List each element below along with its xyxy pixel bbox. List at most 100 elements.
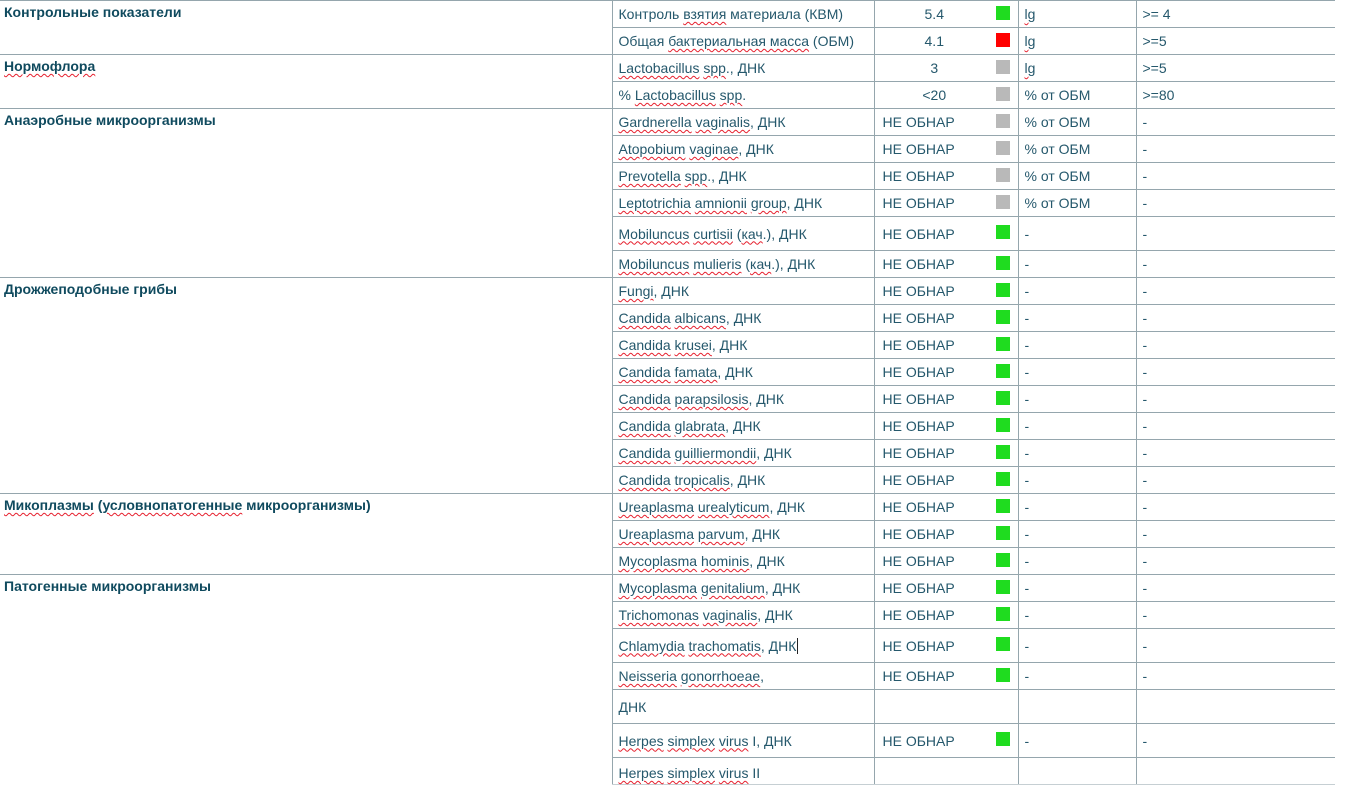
unit: % от ОБМ bbox=[1018, 190, 1136, 217]
status-indicator bbox=[994, 413, 1018, 440]
test-name: Candida guilliermondii, ДНК bbox=[612, 440, 874, 467]
reference-range: - bbox=[1136, 278, 1335, 305]
status-indicator bbox=[994, 440, 1018, 467]
unit: - bbox=[1018, 548, 1136, 575]
test-value: НЕ ОБНАР bbox=[874, 629, 994, 663]
unit: - bbox=[1018, 217, 1136, 251]
test-value: НЕ ОБНАР bbox=[874, 467, 994, 494]
unit: - bbox=[1018, 467, 1136, 494]
unit: - bbox=[1018, 413, 1136, 440]
test-value: НЕ ОБНАР bbox=[874, 386, 994, 413]
test-name: Ureaplasma parvum, ДНК bbox=[612, 521, 874, 548]
test-name: Candida krusei, ДНК bbox=[612, 332, 874, 359]
reference-range: - bbox=[1136, 413, 1335, 440]
group-header: Патогенные микроорганизмы bbox=[0, 575, 612, 785]
test-value: НЕ ОБНАР bbox=[874, 413, 994, 440]
reference-range: - bbox=[1136, 521, 1335, 548]
test-name: Herpes simplex virus I, ДНК bbox=[612, 724, 874, 758]
reference-range: - bbox=[1136, 467, 1335, 494]
unit: - bbox=[1018, 359, 1136, 386]
test-value: НЕ ОБНАР bbox=[874, 494, 994, 521]
reference-range: - bbox=[1136, 724, 1335, 758]
unit: lg bbox=[1018, 28, 1136, 55]
unit: - bbox=[1018, 663, 1136, 690]
unit: - bbox=[1018, 278, 1136, 305]
test-name: Atopobium vaginae, ДНК bbox=[612, 136, 874, 163]
unit: - bbox=[1018, 575, 1136, 602]
reference-range: - bbox=[1136, 386, 1335, 413]
test-value: НЕ ОБНАР bbox=[874, 217, 994, 251]
reference-range: - bbox=[1136, 109, 1335, 136]
unit: - bbox=[1018, 251, 1136, 278]
test-name: Mycoplasma hominis, ДНК bbox=[612, 548, 874, 575]
test-value: НЕ ОБНАР bbox=[874, 163, 994, 190]
lab-results-table: Контрольные показателиКонтроль взятия ма… bbox=[0, 0, 1335, 785]
test-value: НЕ ОБНАР bbox=[874, 548, 994, 575]
unit bbox=[1018, 758, 1136, 785]
status-indicator bbox=[994, 109, 1018, 136]
test-name: % Lactobacillus spp. bbox=[612, 82, 874, 109]
test-value: НЕ ОБНАР bbox=[874, 305, 994, 332]
unit: % от ОБМ bbox=[1018, 82, 1136, 109]
unit: - bbox=[1018, 494, 1136, 521]
reference-range: - bbox=[1136, 494, 1335, 521]
unit: - bbox=[1018, 629, 1136, 663]
reference-range: >=5 bbox=[1136, 55, 1335, 82]
test-value: НЕ ОБНАР bbox=[874, 359, 994, 386]
status-indicator bbox=[994, 190, 1018, 217]
test-value: НЕ ОБНАР bbox=[874, 724, 994, 758]
status-indicator bbox=[994, 663, 1018, 690]
test-value: НЕ ОБНАР bbox=[874, 136, 994, 163]
reference-range: - bbox=[1136, 663, 1335, 690]
reference-range: - bbox=[1136, 251, 1335, 278]
test-value: НЕ ОБНАР bbox=[874, 602, 994, 629]
test-value: 5.4 bbox=[874, 1, 994, 28]
unit: lg bbox=[1018, 55, 1136, 82]
unit: - bbox=[1018, 440, 1136, 467]
group-header: Нормофлора bbox=[0, 55, 612, 109]
test-name: Mycoplasma genitalium, ДНК bbox=[612, 575, 874, 602]
test-name: Candida parapsilosis, ДНК bbox=[612, 386, 874, 413]
status-indicator bbox=[994, 359, 1018, 386]
status-indicator bbox=[994, 629, 1018, 663]
status-indicator bbox=[994, 55, 1018, 82]
reference-range: - bbox=[1136, 190, 1335, 217]
reference-range: - bbox=[1136, 359, 1335, 386]
unit: lg bbox=[1018, 1, 1136, 28]
status-indicator bbox=[994, 251, 1018, 278]
test-name: Fungi, ДНК bbox=[612, 278, 874, 305]
test-value bbox=[874, 758, 994, 785]
reference-range: - bbox=[1136, 217, 1335, 251]
test-name: Контроль взятия материала (КВМ) bbox=[612, 1, 874, 28]
test-name: Chlamydia trachomatis, ДНК bbox=[612, 629, 874, 663]
unit bbox=[1018, 690, 1136, 724]
test-name: Candida albicans, ДНК bbox=[612, 305, 874, 332]
test-name: Trichomonas vaginalis, ДНК bbox=[612, 602, 874, 629]
status-indicator bbox=[994, 467, 1018, 494]
test-value: НЕ ОБНАР bbox=[874, 575, 994, 602]
reference-range: - bbox=[1136, 332, 1335, 359]
status-indicator bbox=[994, 548, 1018, 575]
unit: - bbox=[1018, 521, 1136, 548]
status-indicator bbox=[994, 82, 1018, 109]
test-value bbox=[874, 690, 994, 724]
test-name: Leptotrichia amnionii group, ДНК bbox=[612, 190, 874, 217]
reference-range: >=80 bbox=[1136, 82, 1335, 109]
group-header: Контрольные показатели bbox=[0, 1, 612, 55]
status-indicator bbox=[994, 1, 1018, 28]
status-indicator bbox=[994, 28, 1018, 55]
test-value: НЕ ОБНАР bbox=[874, 109, 994, 136]
reference-range: - bbox=[1136, 575, 1335, 602]
status-indicator bbox=[994, 332, 1018, 359]
reference-range: - bbox=[1136, 305, 1335, 332]
reference-range: >=5 bbox=[1136, 28, 1335, 55]
status-indicator bbox=[994, 758, 1018, 785]
unit: % от ОБМ bbox=[1018, 109, 1136, 136]
status-indicator bbox=[994, 690, 1018, 724]
test-value: НЕ ОБНАР bbox=[874, 278, 994, 305]
group-header: Дрожжеподобные грибы bbox=[0, 278, 612, 494]
reference-range: - bbox=[1136, 440, 1335, 467]
test-name: Общая бактериальная масса (ОБМ) bbox=[612, 28, 874, 55]
reference-range: - bbox=[1136, 602, 1335, 629]
reference-range: - bbox=[1136, 163, 1335, 190]
